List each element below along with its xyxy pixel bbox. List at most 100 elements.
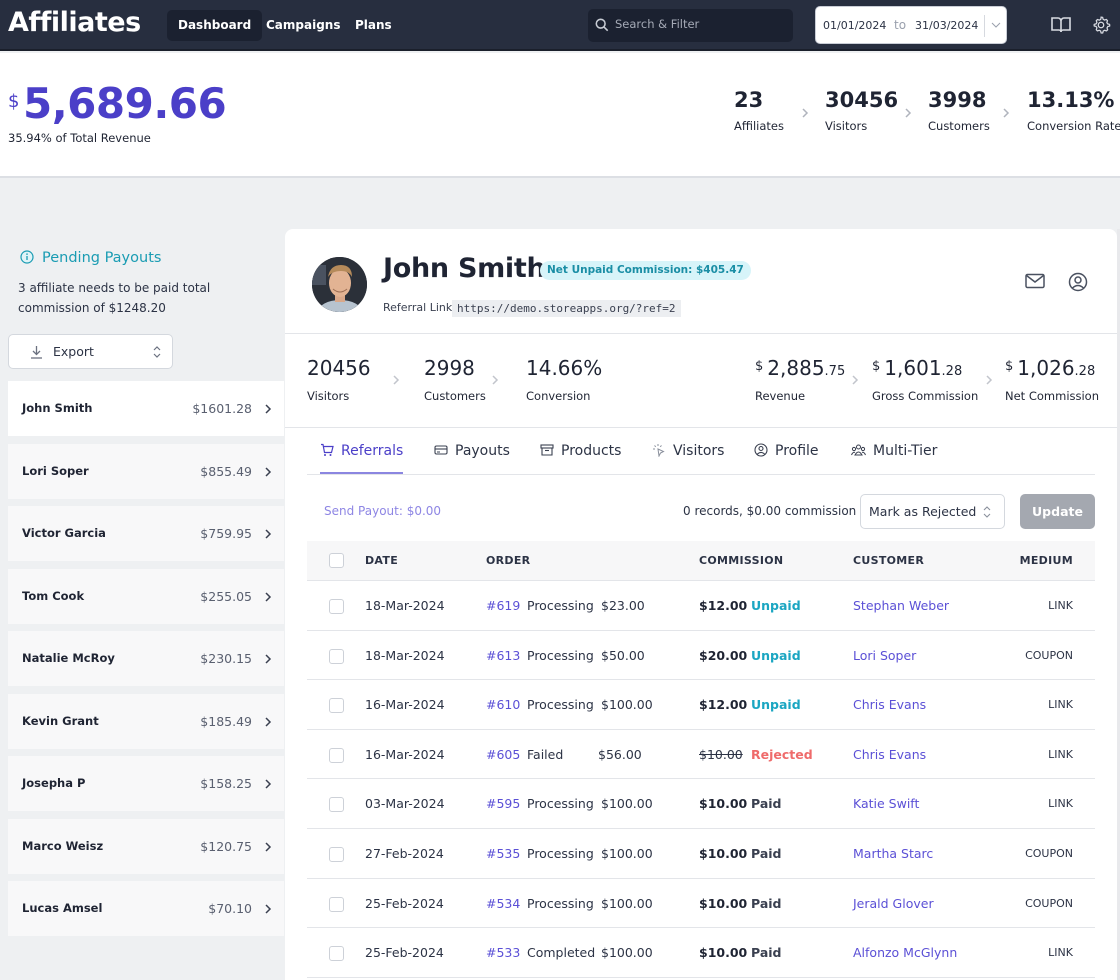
commission-status: Unpaid xyxy=(751,697,801,713)
affiliate-detail-card: John Smith Net Unpaid Commission: $405.4… xyxy=(285,229,1117,980)
column-order: ORDER xyxy=(486,554,531,567)
column-date: DATE xyxy=(365,554,399,567)
customer-link[interactable]: Stephan Weber xyxy=(853,598,950,613)
affiliate-list-item[interactable]: Natalie McRoy $230.15 xyxy=(8,631,284,686)
tab-products[interactable]: Products xyxy=(540,429,621,474)
summary-band: $ 5,689.66 35.94% of Total Revenue 23 Af… xyxy=(0,53,1120,178)
column-commission: COMMISSION xyxy=(699,554,784,567)
chevron-down-icon[interactable] xyxy=(990,19,1002,31)
customer-link[interactable]: Katie Swift xyxy=(853,796,920,812)
commission-amount: $10.00 xyxy=(699,945,748,961)
row-checkbox[interactable] xyxy=(329,747,344,763)
tab-visitors[interactable]: Visitors xyxy=(652,429,724,474)
referral-date: 25-Feb-2024 xyxy=(365,895,444,911)
order-link[interactable]: #533 xyxy=(486,945,521,961)
commission-status: Paid xyxy=(751,845,782,861)
order-link[interactable]: #534 xyxy=(486,895,521,911)
order-status: Failed xyxy=(527,746,564,762)
commission-amount: $10.00 xyxy=(699,746,743,762)
affiliate-list-item[interactable]: Kevin Grant $185.49 xyxy=(8,693,284,749)
affiliate-list-item[interactable]: Lucas Amsel $70.10 xyxy=(8,881,284,936)
affiliate-list-item[interactable]: John Smith $1601.28 xyxy=(8,381,284,436)
order-link[interactable]: #610 xyxy=(486,697,521,713)
customer-link[interactable]: Chris Evans xyxy=(853,697,927,713)
affiliate-list-item[interactable]: Josepha P $158.25 xyxy=(8,756,284,811)
cursor-click-icon xyxy=(653,444,665,458)
customer-link[interactable]: Lori Soper xyxy=(853,647,917,663)
chevron-right-icon xyxy=(265,904,272,914)
chevron-right-icon xyxy=(265,841,272,852)
order-total: $100.00 xyxy=(601,895,653,911)
referrals-table: DATE ORDER COMMISSION CUSTOMER MEDIUM 18… xyxy=(307,541,1095,978)
search-input[interactable]: Search & Filter xyxy=(588,9,793,42)
nav-plans[interactable]: Plans xyxy=(355,18,392,32)
referral-date: 25-Feb-2024 xyxy=(365,945,444,961)
commission-status: Unpaid xyxy=(751,598,801,613)
send-payout-link[interactable]: Send Payout: $0.00 xyxy=(324,504,442,518)
chevron-up-down-icon xyxy=(983,506,991,518)
row-checkbox[interactable] xyxy=(329,896,344,912)
affiliate-list-item[interactable]: Marco Weisz $120.75 xyxy=(8,818,284,874)
customer-link[interactable]: Alfonzo McGlynn xyxy=(853,945,958,961)
row-checkbox[interactable] xyxy=(329,698,344,714)
commission-amount: $12.00 xyxy=(699,697,748,713)
affiliate-list-item[interactable]: Victor Garcia $759.95 xyxy=(8,506,284,561)
table-row: 18-Mar-2024 #613 Processing $50.00 $20.0… xyxy=(307,631,1095,681)
row-checkbox[interactable] xyxy=(329,797,344,813)
user-group-icon xyxy=(851,444,866,456)
order-link[interactable]: #535 xyxy=(486,845,521,861)
export-select[interactable]: Export xyxy=(8,334,173,369)
row-checkbox[interactable] xyxy=(329,599,344,614)
order-link[interactable]: #605 xyxy=(486,746,521,762)
select-all-checkbox[interactable] xyxy=(329,553,344,568)
commission-status: Rejected xyxy=(751,746,813,762)
affiliate-list-item[interactable]: Lori Soper $855.49 xyxy=(8,443,284,499)
tab-referrals[interactable]: Referrals xyxy=(320,429,404,474)
update-button[interactable]: Update xyxy=(1020,494,1095,529)
tab-multi-tier[interactable]: Multi-Tier xyxy=(851,429,937,474)
gear-icon[interactable] xyxy=(1091,15,1111,35)
date-to[interactable]: 31/03/2024 xyxy=(915,19,979,32)
referral-date: 18-Mar-2024 xyxy=(365,647,445,663)
nav-campaigns[interactable]: Campaigns xyxy=(266,18,341,32)
referral-date: 27-Feb-2024 xyxy=(365,845,444,861)
user-circle-icon xyxy=(754,443,768,457)
book-open-icon[interactable] xyxy=(1051,16,1071,34)
total-commission-amount: 5,689.66 xyxy=(23,79,227,128)
order-link[interactable]: #595 xyxy=(486,796,521,812)
bulk-action-select[interactable]: Mark as Rejected xyxy=(860,494,1005,529)
date-from[interactable]: 01/01/2024 xyxy=(823,19,887,32)
row-checkbox[interactable] xyxy=(329,648,344,664)
affiliate-name: John Smith xyxy=(383,253,546,284)
scrollbar[interactable] xyxy=(1117,229,1120,980)
referral-medium: LINK xyxy=(1048,698,1073,712)
order-status: Completed xyxy=(527,945,596,961)
customer-link[interactable]: Martha Starc xyxy=(853,845,934,861)
date-range-picker[interactable]: 01/01/2024 to 31/03/2024 xyxy=(815,6,1007,44)
table-row: 03-Mar-2024 #595 Processing $100.00 $10.… xyxy=(307,779,1095,829)
customer-link[interactable]: Jerald Glover xyxy=(853,895,934,911)
user-circle-icon[interactable] xyxy=(1068,272,1088,292)
date-to-label: to xyxy=(894,18,907,32)
tab-profile[interactable]: Profile xyxy=(754,429,819,474)
order-total: $23.00 xyxy=(601,598,645,613)
order-status: Processing xyxy=(527,895,594,911)
order-link[interactable]: #613 xyxy=(486,647,521,663)
chevron-right-icon xyxy=(802,108,809,118)
chevron-right-icon xyxy=(265,466,272,477)
customer-link[interactable]: Chris Evans xyxy=(853,746,927,762)
order-status: Processing xyxy=(527,845,594,861)
order-link[interactable]: #619 xyxy=(486,598,521,613)
referral-link[interactable]: https://demo.storeapps.org/?ref=2 xyxy=(452,300,681,317)
total-revenue-share: 35.94% of Total Revenue xyxy=(8,131,151,145)
referral-date: 18-Mar-2024 xyxy=(365,598,445,613)
order-total: $56.00 xyxy=(598,746,642,762)
kpi-customers: 3998 Customers xyxy=(928,88,990,133)
row-checkbox[interactable] xyxy=(329,846,344,862)
tab-payouts[interactable]: Payouts xyxy=(434,429,510,474)
row-checkbox[interactable] xyxy=(329,946,344,962)
affiliate-list-item[interactable]: Tom Cook $255.05 xyxy=(8,568,284,624)
mail-icon[interactable] xyxy=(1025,273,1045,289)
search-icon xyxy=(595,18,609,32)
nav-dashboard[interactable]: Dashboard xyxy=(167,10,263,41)
